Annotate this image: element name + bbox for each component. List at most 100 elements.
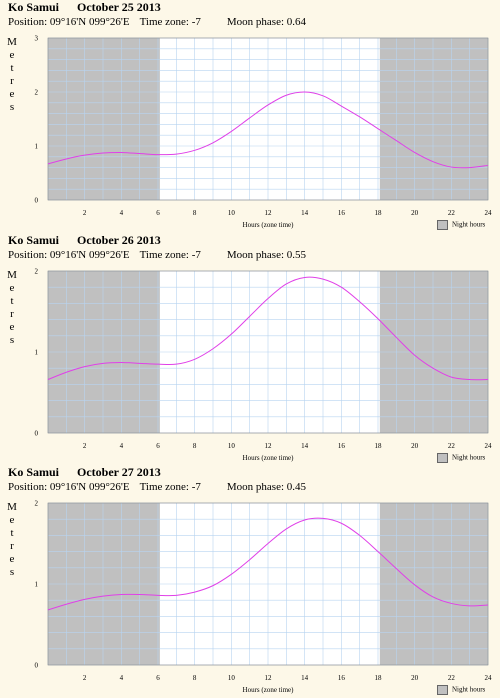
tide-panel-2: Ko Samui October 26 2013 Position: 09°16'… (0, 233, 500, 465)
x-tick-label: 12 (265, 442, 273, 450)
x-tick-label: 10 (228, 442, 236, 450)
y-axis-label-letter: e (9, 282, 15, 294)
x-tick-label: 14 (301, 442, 309, 450)
y-tick-label: 2 (35, 89, 39, 97)
x-tick-label: 16 (338, 209, 346, 217)
legend: Night hours (437, 685, 485, 695)
x-tick-label: 18 (375, 674, 383, 682)
x-axis-label: Hours (zone time) (242, 686, 294, 694)
x-tick-label: 12 (265, 209, 273, 217)
moon-phase-text: Moon phase: 0.55 (226, 249, 307, 261)
y-tick-label: 2 (35, 268, 39, 276)
y-tick-label: 0 (35, 662, 39, 670)
tide-curve (47, 91, 489, 169)
x-tick-label: 18 (375, 209, 383, 217)
x-tick-label: 24 (485, 674, 493, 682)
panel-title: Ko Samui October 25 2013 (8, 0, 161, 15)
night-shade (379, 38, 488, 200)
timezone-text: Time zone: -7 (139, 481, 201, 493)
x-tick-label: 18 (375, 442, 383, 450)
x-tick-label: 10 (228, 209, 236, 217)
plot-frame (47, 37, 489, 201)
x-tick-label: 20 (411, 209, 419, 217)
x-tick-label: 2 (83, 209, 87, 217)
x-tick-label: 2 (83, 674, 87, 682)
panel-title: Ko Samui October 27 2013 (8, 465, 161, 480)
x-tick-label: 12 (265, 674, 273, 682)
y-axis-label-letter: t (10, 295, 14, 307)
panel-title: Ko Samui October 26 2013 (8, 233, 161, 248)
x-tick-label: 16 (338, 442, 346, 450)
moon-phase-text: Moon phase: 0.64 (226, 16, 307, 28)
x-tick-label: 24 (485, 209, 493, 217)
position-text: Position: 09°16'N 099°26'E (8, 481, 130, 493)
x-tick-label: 16 (338, 674, 346, 682)
moon-phase-text: Moon phase: 0.45 (226, 481, 307, 493)
night-hours-swatch (437, 685, 448, 695)
y-axis-label-letter: e (9, 553, 15, 565)
tide-curve (47, 517, 489, 611)
night-shade (48, 38, 160, 200)
y-tick-label: 1 (35, 143, 39, 151)
night-hours-swatch (437, 220, 448, 230)
x-tick-label: 20 (411, 442, 419, 450)
y-axis-label-letter: s (9, 101, 15, 113)
panel-info: Position: 09°16'N 099°26'E Time zone: -7 M… (8, 16, 306, 28)
plot-frame (47, 270, 489, 434)
x-tick-label: 20 (411, 674, 419, 682)
x-tick-label: 8 (193, 209, 197, 217)
x-tick-label: 6 (156, 674, 160, 682)
legend: Night hours (437, 453, 485, 463)
plot-frame (47, 502, 489, 666)
y-tick-label: 2 (35, 500, 39, 508)
legend: Night hours (437, 220, 485, 230)
y-tick-label: 0 (35, 430, 39, 438)
y-axis-label-letter: t (10, 62, 14, 74)
y-axis-label-letter: e (9, 321, 15, 333)
x-tick-label: 22 (448, 674, 456, 682)
x-tick-label: 14 (301, 674, 309, 682)
x-tick-label: 14 (301, 209, 309, 217)
y-axis-label-letter: e (9, 49, 15, 61)
chart-date: October 27 2013 (77, 465, 161, 479)
location-name: Ko Samui (8, 465, 60, 479)
y-tick-label: 3 (35, 35, 39, 43)
x-axis-label: Hours (zone time) (242, 454, 294, 462)
location-name: Ko Samui (8, 0, 60, 14)
y-tick-label: 1 (35, 349, 39, 357)
x-tick-label: 6 (156, 442, 160, 450)
position-text: Position: 09°16'N 099°26'E (8, 249, 130, 261)
tide-panel-3: Ko Samui October 27 2013 Position: 09°16'… (0, 465, 500, 697)
position-text: Position: 09°16'N 099°26'E (8, 16, 130, 28)
y-axis-label-letter: M (7, 36, 17, 48)
x-tick-label: 22 (448, 442, 456, 450)
chart-date: October 26 2013 (77, 233, 161, 247)
y-axis-label-letter: M (7, 501, 17, 513)
timezone-text: Time zone: -7 (139, 249, 201, 261)
x-tick-label: 6 (156, 209, 160, 217)
timezone-text: Time zone: -7 (139, 16, 201, 28)
tide-panel-1: Ko Samui October 25 2013 Position: 09°16'… (0, 0, 500, 232)
legend-label: Night hours (452, 220, 486, 229)
x-tick-label: 22 (448, 209, 456, 217)
y-axis-label-letter: r (10, 540, 14, 552)
y-axis-label-letter: s (9, 566, 15, 578)
panel-info: Position: 09°16'N 099°26'E Time zone: -7 M… (8, 481, 306, 493)
y-axis-label-letter: s (9, 334, 15, 346)
y-axis-label-letter: r (10, 75, 14, 87)
legend-label: Night hours (452, 453, 486, 462)
location-name: Ko Samui (8, 233, 60, 247)
y-axis-label-letter: t (10, 527, 14, 539)
x-tick-label: 10 (228, 674, 236, 682)
x-tick-label: 2 (83, 442, 87, 450)
y-axis-label-letter: e (9, 88, 15, 100)
y-tick-label: 0 (35, 197, 39, 205)
chart-date: October 25 2013 (77, 0, 161, 14)
y-axis-label-letter: r (10, 308, 14, 320)
legend-label: Night hours (452, 685, 486, 694)
x-tick-label: 4 (120, 209, 124, 217)
